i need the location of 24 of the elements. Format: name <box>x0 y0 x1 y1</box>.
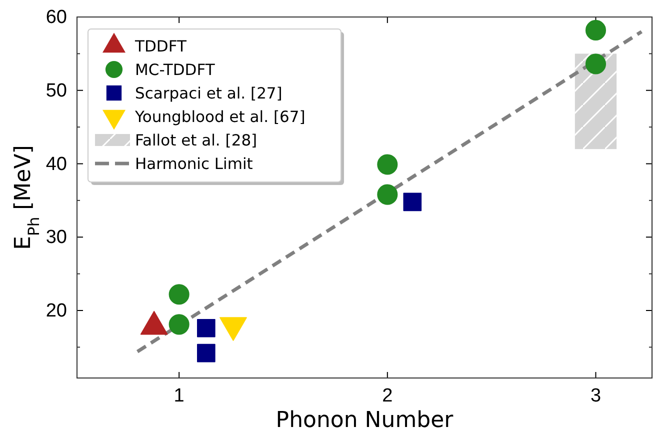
y-tick-label: 60 <box>46 7 67 28</box>
y-tick-label: 20 <box>46 300 67 322</box>
point <box>377 184 398 205</box>
y-tick-label: 30 <box>46 227 67 248</box>
legend-label: MC-TDDFT <box>135 60 216 79</box>
x-tick-label: 3 <box>590 385 602 406</box>
legend-label: TDDFT <box>134 37 187 56</box>
legend-label: Scarpaci et al. [27] <box>135 84 282 102</box>
point <box>168 314 190 335</box>
x-tick-label: 2 <box>382 385 393 406</box>
x-tick-label: 1 <box>174 385 184 406</box>
point <box>168 284 190 305</box>
point <box>585 20 606 40</box>
legend-label: Harmonic Limit <box>135 154 253 173</box>
point <box>403 192 422 212</box>
y-tick-label: 50 <box>46 80 67 102</box>
point <box>197 344 216 362</box>
legend-label: Fallot et al. [28] <box>135 131 258 150</box>
point <box>585 54 606 74</box>
x-axis-title: Phonon Number <box>276 408 454 433</box>
y-tick-label: 40 <box>46 154 67 175</box>
legend-label: Youngblood et al. [67] <box>134 108 306 126</box>
point <box>197 318 216 338</box>
point <box>377 154 398 175</box>
